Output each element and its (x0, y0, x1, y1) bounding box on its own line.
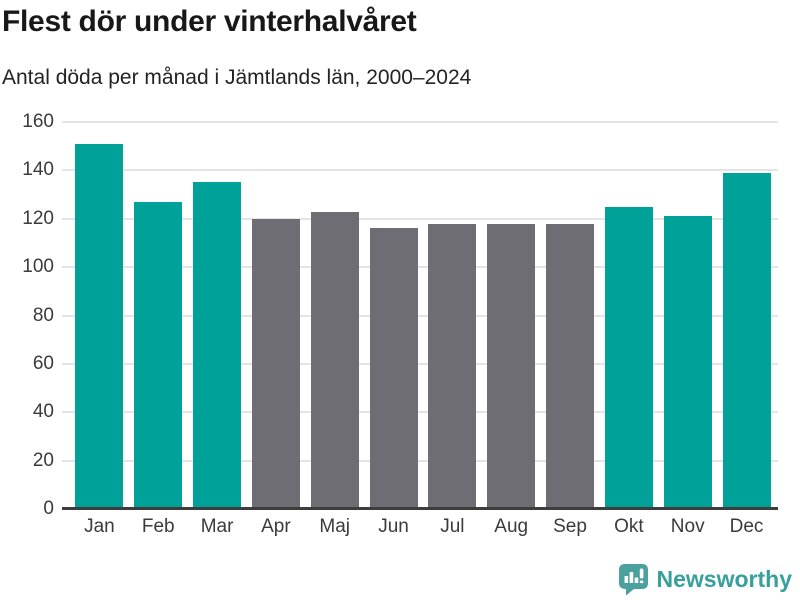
y-tick-label: 20 (32, 449, 54, 471)
bar-mar (193, 182, 242, 509)
x-tick-label: Maj (319, 516, 351, 537)
y-tick-label: 80 (32, 304, 54, 326)
x-tick-label: Jan (84, 516, 115, 537)
gridline (62, 217, 778, 220)
bar-dec (722, 172, 771, 509)
gridline (62, 459, 778, 462)
bar-jul (428, 223, 477, 509)
bar-slot (717, 122, 776, 509)
bar-slot (541, 122, 600, 509)
bar-slot (658, 122, 717, 509)
x-tick-label: Feb (141, 516, 175, 537)
bar-feb (134, 201, 183, 509)
bar-apr (251, 218, 300, 509)
x-tick-label: Aug (494, 516, 529, 537)
plot-area: 0 20 40 60 80 100 120 140 160 (22, 111, 778, 519)
x-tick-label: Okt (614, 516, 644, 537)
gridline (62, 314, 778, 317)
x-axis-line (62, 507, 778, 510)
x-tick-label: Dec (729, 516, 764, 537)
bar-nov (663, 216, 712, 509)
bar-sep (546, 223, 595, 509)
branding-footer: Newsworthy (617, 562, 792, 596)
bar-maj (310, 211, 359, 509)
bar-slot (364, 122, 423, 509)
x-tick-label: Jun (378, 516, 409, 537)
x-tick-label: Apr (261, 516, 291, 537)
y-tick-label: 100 (22, 256, 54, 278)
x-axis-labels: Jan Feb Mar Apr Maj Jun Jul Aug Sep Okt Nov Dec (70, 516, 776, 538)
bar-slot (246, 122, 305, 509)
bar-jun (369, 228, 418, 509)
y-tick-label: 0 (43, 498, 54, 519)
gridline (62, 362, 778, 365)
gridline (62, 121, 778, 123)
y-tick-label: 120 (22, 207, 54, 229)
bar-slot (599, 122, 658, 509)
x-tick-label: Mar (200, 516, 234, 537)
x-tick-label: Jul (440, 516, 465, 537)
gridline (62, 411, 778, 414)
y-tick-label: 60 (32, 352, 54, 374)
gridline (62, 169, 778, 172)
bar-slot (482, 122, 541, 509)
y-tick-label: 160 (22, 111, 54, 132)
bar-slot (188, 122, 247, 509)
x-tick-label: Nov (670, 516, 705, 537)
y-tick-label: 40 (32, 401, 54, 423)
bar-slot (70, 122, 129, 509)
x-tick-label: Sep (553, 516, 587, 537)
bar-jan (75, 143, 124, 509)
y-tick-label: 140 (22, 159, 54, 181)
chart-subtitle: Antal döda per månad i Jämtlands län, 20… (2, 66, 472, 89)
gridline (62, 266, 778, 269)
chart-title: Flest dör under vinterhalvåret (2, 5, 417, 38)
bar-slot (129, 122, 188, 509)
bar-okt (604, 206, 653, 509)
bar-aug (487, 223, 536, 509)
bar-slot (423, 122, 482, 509)
bars-layer (70, 122, 776, 509)
brand-name-label: Newsworthy (656, 565, 792, 592)
newsworthy-logo-icon (618, 564, 648, 596)
bar-slot (305, 122, 364, 509)
